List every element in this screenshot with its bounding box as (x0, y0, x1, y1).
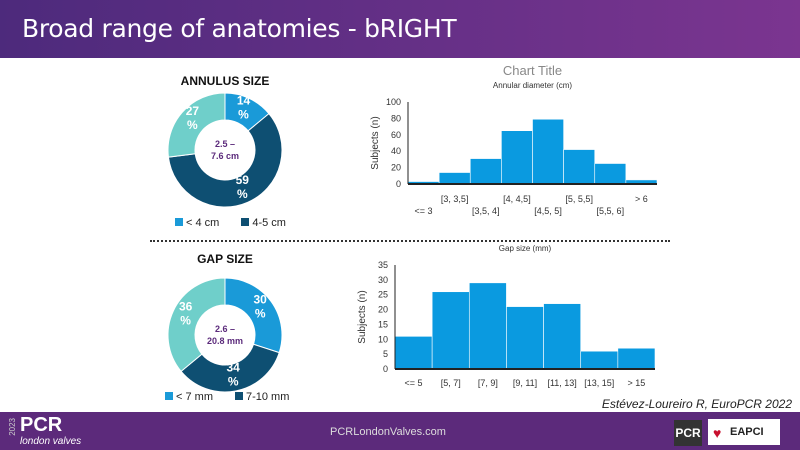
histogram-bar (468, 282, 507, 370)
histogram-bar (532, 118, 564, 185)
legend-item: 4-5 cm (241, 217, 286, 229)
donut-percent-sign: % (237, 187, 248, 201)
legend-swatch-icon (165, 392, 173, 400)
donut-center-text: 20.8 mm (207, 336, 243, 346)
histogram-bar (438, 172, 471, 185)
x-tick-label: [3, 3,5] (441, 194, 469, 204)
donut-percent-sign: % (255, 306, 266, 320)
y-tick-label: 40 (391, 146, 401, 156)
eapci-text: EAPCI (730, 426, 764, 438)
histogram-bar (617, 347, 656, 370)
gap-legend: < 7 mm 7-10 mm (165, 391, 289, 403)
x-tick-label: [4, 4,5] (503, 194, 531, 204)
legend-swatch-icon (241, 218, 250, 226)
donut-value-label: 59 (236, 173, 250, 187)
donut-center-text: 2.6 – (215, 324, 235, 334)
heart-icon: ♥ (713, 425, 722, 441)
x-tick-label: [11, 13] (547, 378, 576, 388)
histogram-bar (543, 303, 582, 370)
y-tick-label: 0 (396, 179, 401, 189)
histogram-bar (431, 291, 470, 370)
y-tick-label: 10 (378, 334, 388, 344)
histogram-bar (501, 130, 533, 185)
donut-center-text: 2.5 – (215, 139, 235, 149)
section-divider (150, 240, 670, 242)
legend-label: 4-5 cm (252, 217, 286, 229)
x-tick-label: [5, 5,5] (565, 194, 593, 204)
y-tick-label: 35 (378, 260, 388, 270)
donut-percent-sign: % (180, 313, 191, 327)
x-tick-label: [9, 11] (513, 378, 537, 388)
legend-swatch-icon (175, 218, 183, 226)
y-tick-label: 80 (391, 113, 401, 123)
x-tick-label: <= 5 (405, 378, 423, 388)
legend-label: 7-10 mm (245, 391, 290, 403)
x-tick-label: [13, 15] (584, 378, 614, 388)
chart-title-placeholder: Chart Title (503, 63, 562, 78)
x-tick-label: > 15 (628, 378, 646, 388)
donut-segment (180, 343, 280, 393)
x-tick-label: [3,5, 4] (472, 206, 500, 216)
histogram-bar (563, 149, 596, 185)
logo-year: 2023 (8, 418, 17, 436)
x-tick-label: [5, 7] (441, 378, 461, 388)
chart-title: Gap size (mm) (499, 244, 552, 253)
donut-value-label: 36 (179, 299, 193, 313)
eapci-logo: ♥ EAPCI (708, 419, 780, 445)
donut-value-label: 27 (186, 104, 200, 118)
x-tick-label: <= 3 (415, 206, 433, 216)
logo-subtitle: london valves (20, 436, 82, 447)
chart-title: Annular diameter (cm) (493, 81, 572, 90)
y-tick-label: 20 (391, 163, 401, 173)
histogram-bar (594, 163, 627, 185)
legend-item: 7-10 mm (234, 391, 290, 403)
pcr-logo: PCR (674, 420, 702, 446)
donut-value-label: 14 (237, 94, 251, 108)
y-tick-label: 25 (378, 290, 388, 300)
donut-percent-sign: % (238, 108, 249, 122)
donut-value-label: 30 (254, 292, 268, 306)
y-tick-label: 5 (383, 349, 388, 359)
y-tick-label: 15 (378, 319, 388, 329)
y-tick-label: 0 (383, 364, 388, 374)
donut-center-text: 7.6 cm (211, 151, 239, 161)
citation: Estévez-Loureiro R, EuroPCR 2022 (601, 397, 792, 411)
legend-swatch-icon (234, 392, 243, 400)
website-link[interactable]: PCRLondonValves.com (330, 426, 446, 438)
footer-bar (0, 412, 800, 450)
histogram-bar (580, 350, 619, 370)
page-title: Broad range of anatomies - bRIGHT (22, 14, 457, 43)
annulus-title: ANNULUS SIZE (180, 74, 270, 88)
donut-segment (224, 277, 283, 354)
y-axis-label: Subjects (n) (370, 116, 381, 169)
y-tick-label: 20 (378, 305, 388, 315)
header-bar: Broad range of anatomies - bRIGHT (0, 0, 800, 58)
donut-value-label: 34 (226, 361, 240, 375)
donut-percent-sign: % (228, 375, 239, 389)
x-tick-label: > 6 (635, 194, 648, 204)
donut-percent-sign: % (187, 118, 198, 132)
y-axis-label: Subjects (n) (357, 290, 368, 343)
legend-item: < 7 mm (165, 391, 213, 403)
annulus-legend: < 4 cm 4-5 cm (175, 217, 286, 229)
gap-title: GAP SIZE (197, 252, 253, 266)
legend-label: < 4 cm (186, 217, 220, 229)
legend-label: < 7 mm (176, 391, 213, 403)
x-tick-label: [7, 9] (478, 378, 498, 388)
y-tick-label: 100 (386, 97, 401, 107)
donut-segment (167, 112, 283, 208)
histogram-bar (394, 336, 433, 370)
x-tick-label: [4,5, 5] (534, 206, 562, 216)
donut-segment (167, 92, 226, 158)
histogram-bar (506, 306, 544, 370)
logo-text: PCR (20, 414, 63, 436)
donut-segment (167, 277, 226, 373)
y-tick-label: 60 (391, 130, 401, 140)
x-tick-label: [5,5, 6] (597, 206, 625, 216)
y-tick-label: 30 (378, 275, 388, 285)
histogram-bar (469, 158, 502, 185)
legend-item: < 4 cm (175, 217, 219, 229)
